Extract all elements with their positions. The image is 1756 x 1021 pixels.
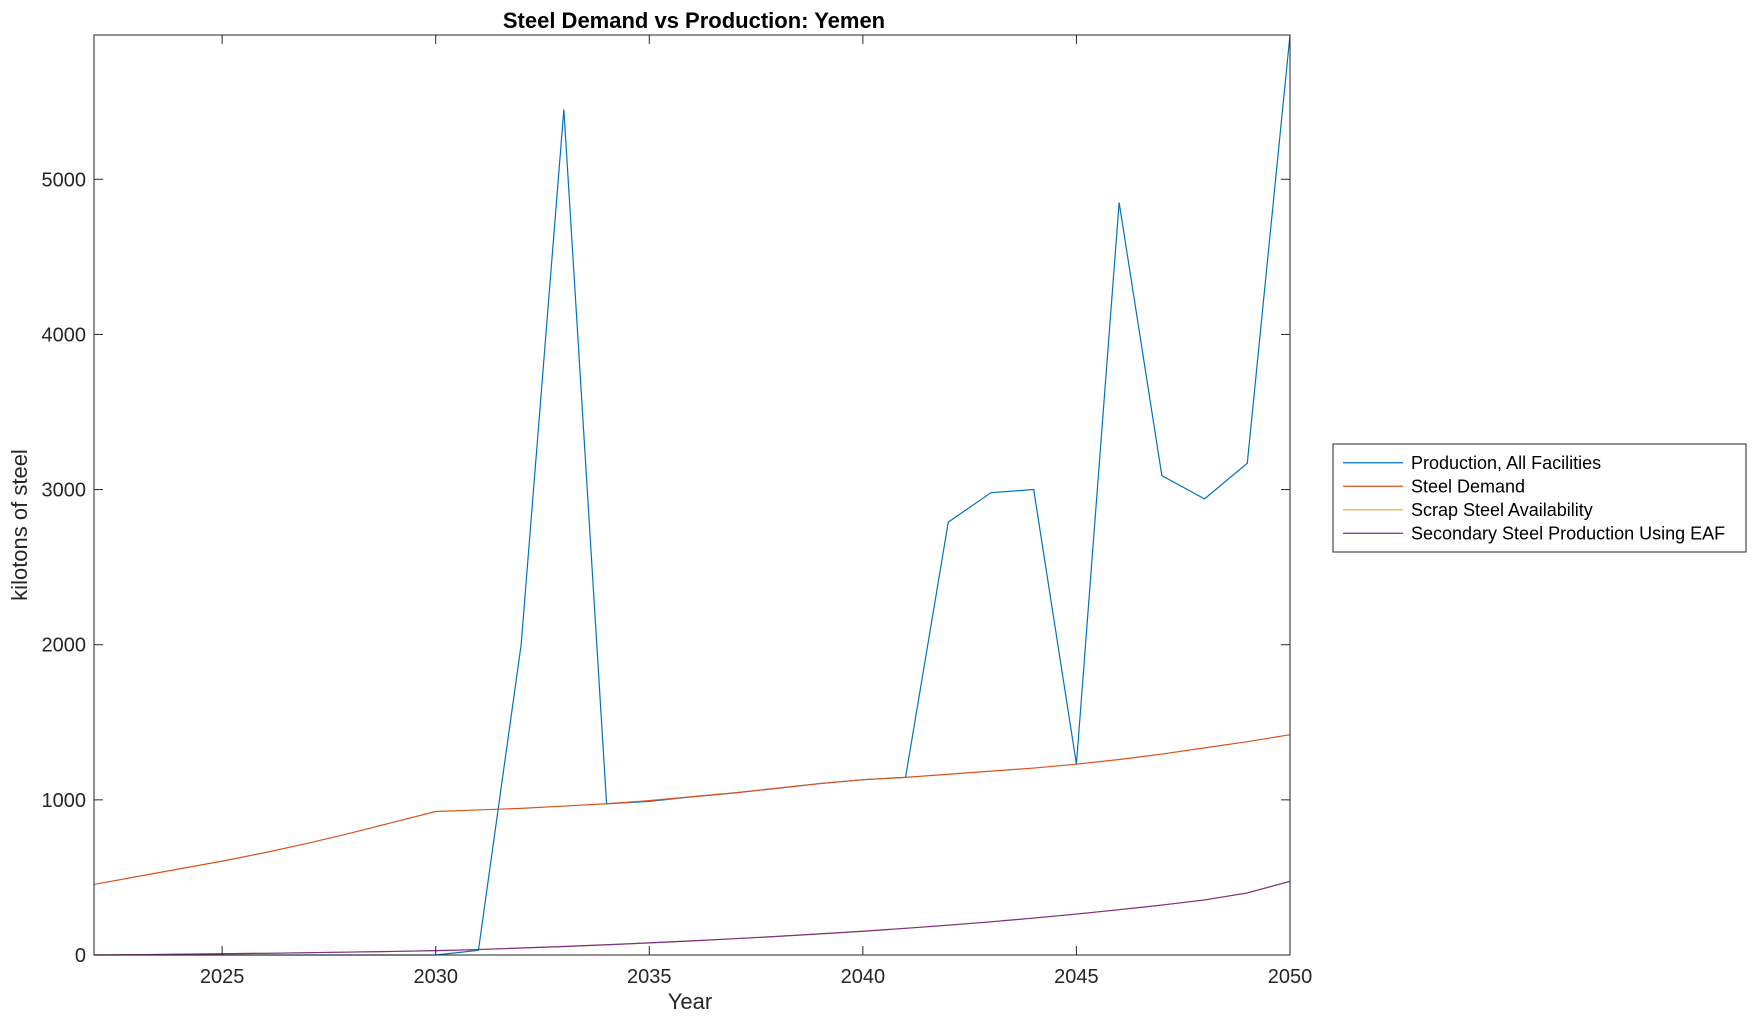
x-tick-label: 2045 bbox=[1054, 966, 1099, 988]
series-line-3 bbox=[93, 880, 1291, 956]
legend-entry: Secondary Steel Production Using EAF bbox=[1411, 523, 1725, 543]
legend-entry: Steel Demand bbox=[1411, 476, 1525, 496]
y-axis-label: kilotons of steel bbox=[7, 449, 32, 601]
x-axis-label: Year bbox=[668, 989, 712, 1014]
series-line-1 bbox=[94, 34, 1291, 956]
x-tick-label: 2050 bbox=[1268, 966, 1313, 988]
y-tick-label: 2000 bbox=[42, 635, 87, 657]
y-tick-label: 4000 bbox=[42, 324, 87, 346]
y-tick-label: 1000 bbox=[42, 790, 87, 812]
chart-title: Steel Demand vs Production: Yemen bbox=[503, 8, 885, 33]
y-tick-label: 3000 bbox=[42, 480, 87, 502]
series-lines bbox=[93, 34, 1291, 956]
y-tick-label: 0 bbox=[75, 945, 86, 967]
x-tick-label: 2030 bbox=[413, 966, 458, 988]
series-line-4 bbox=[93, 880, 1291, 956]
y-tick-label: 5000 bbox=[42, 169, 87, 191]
x-tick-label: 2035 bbox=[627, 966, 672, 988]
legend-entry: Production, All Facilities bbox=[1411, 453, 1601, 473]
legend: Production, All Facilities Steel Demand Sc… bbox=[1332, 443, 1747, 553]
axes-box bbox=[93, 34, 1291, 956]
x-tick-label: 2025 bbox=[200, 966, 245, 988]
legend-entry: Scrap Steel Availability bbox=[1411, 500, 1593, 520]
x-tick-label: 2040 bbox=[841, 966, 886, 988]
axis-ticks: 2025 2030 2035 2040 2045 2050 0 1000 2000 3000 400… bbox=[42, 35, 1313, 988]
series-line-2 bbox=[93, 734, 1291, 886]
legend-box bbox=[1332, 443, 1747, 553]
